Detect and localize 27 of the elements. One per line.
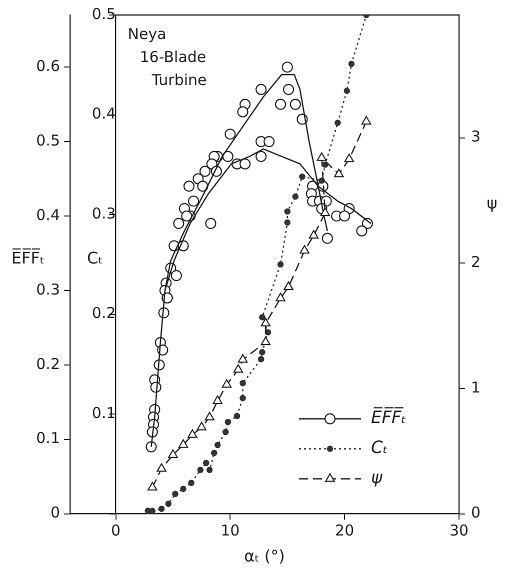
y2-tick-label: 0.2	[92, 304, 116, 322]
y-tick-label: 0.2	[36, 354, 60, 373]
y-tick-label: 0.3	[36, 280, 60, 298]
y-tick-label: 0.1	[36, 429, 60, 448]
y3-tick-label: 3	[471, 128, 481, 146]
y3-axis-title: ψ	[486, 194, 498, 213]
y2-axis-title: Cₜ	[86, 248, 103, 268]
legend-label: Cₜ	[371, 438, 388, 458]
x-tick-label: 10	[220, 522, 240, 540]
y-axis-title: E̅F̅F̅ₜ	[11, 248, 45, 268]
y3-tick-label: 2	[471, 253, 481, 272]
y-tick-label: 0.6	[36, 57, 60, 76]
x-tick-label: 0	[110, 522, 121, 540]
x-tick-label: 20	[335, 522, 354, 540]
x-axis-title: αₜ (°)	[244, 546, 285, 566]
annotation: Neya 16-Blade Turbine	[128, 24, 207, 89]
y-tick-label: 0.4	[36, 206, 60, 224]
y3-tick-label: 1	[471, 378, 481, 396]
y3-tick-label: 0	[471, 504, 481, 522]
x-tick-label: 30	[449, 522, 469, 540]
y2-tick-label: 0.1	[92, 404, 116, 422]
y2-tick-label: 0.5	[92, 4, 116, 23]
y2-tick-label: 0.3	[92, 204, 116, 222]
y-tick-label: 0	[50, 504, 60, 522]
legend-label: ψ	[371, 468, 383, 488]
legend-label: E̅F̅F̅ₜ	[371, 407, 406, 428]
y-tick-label: 0.5	[36, 131, 60, 150]
